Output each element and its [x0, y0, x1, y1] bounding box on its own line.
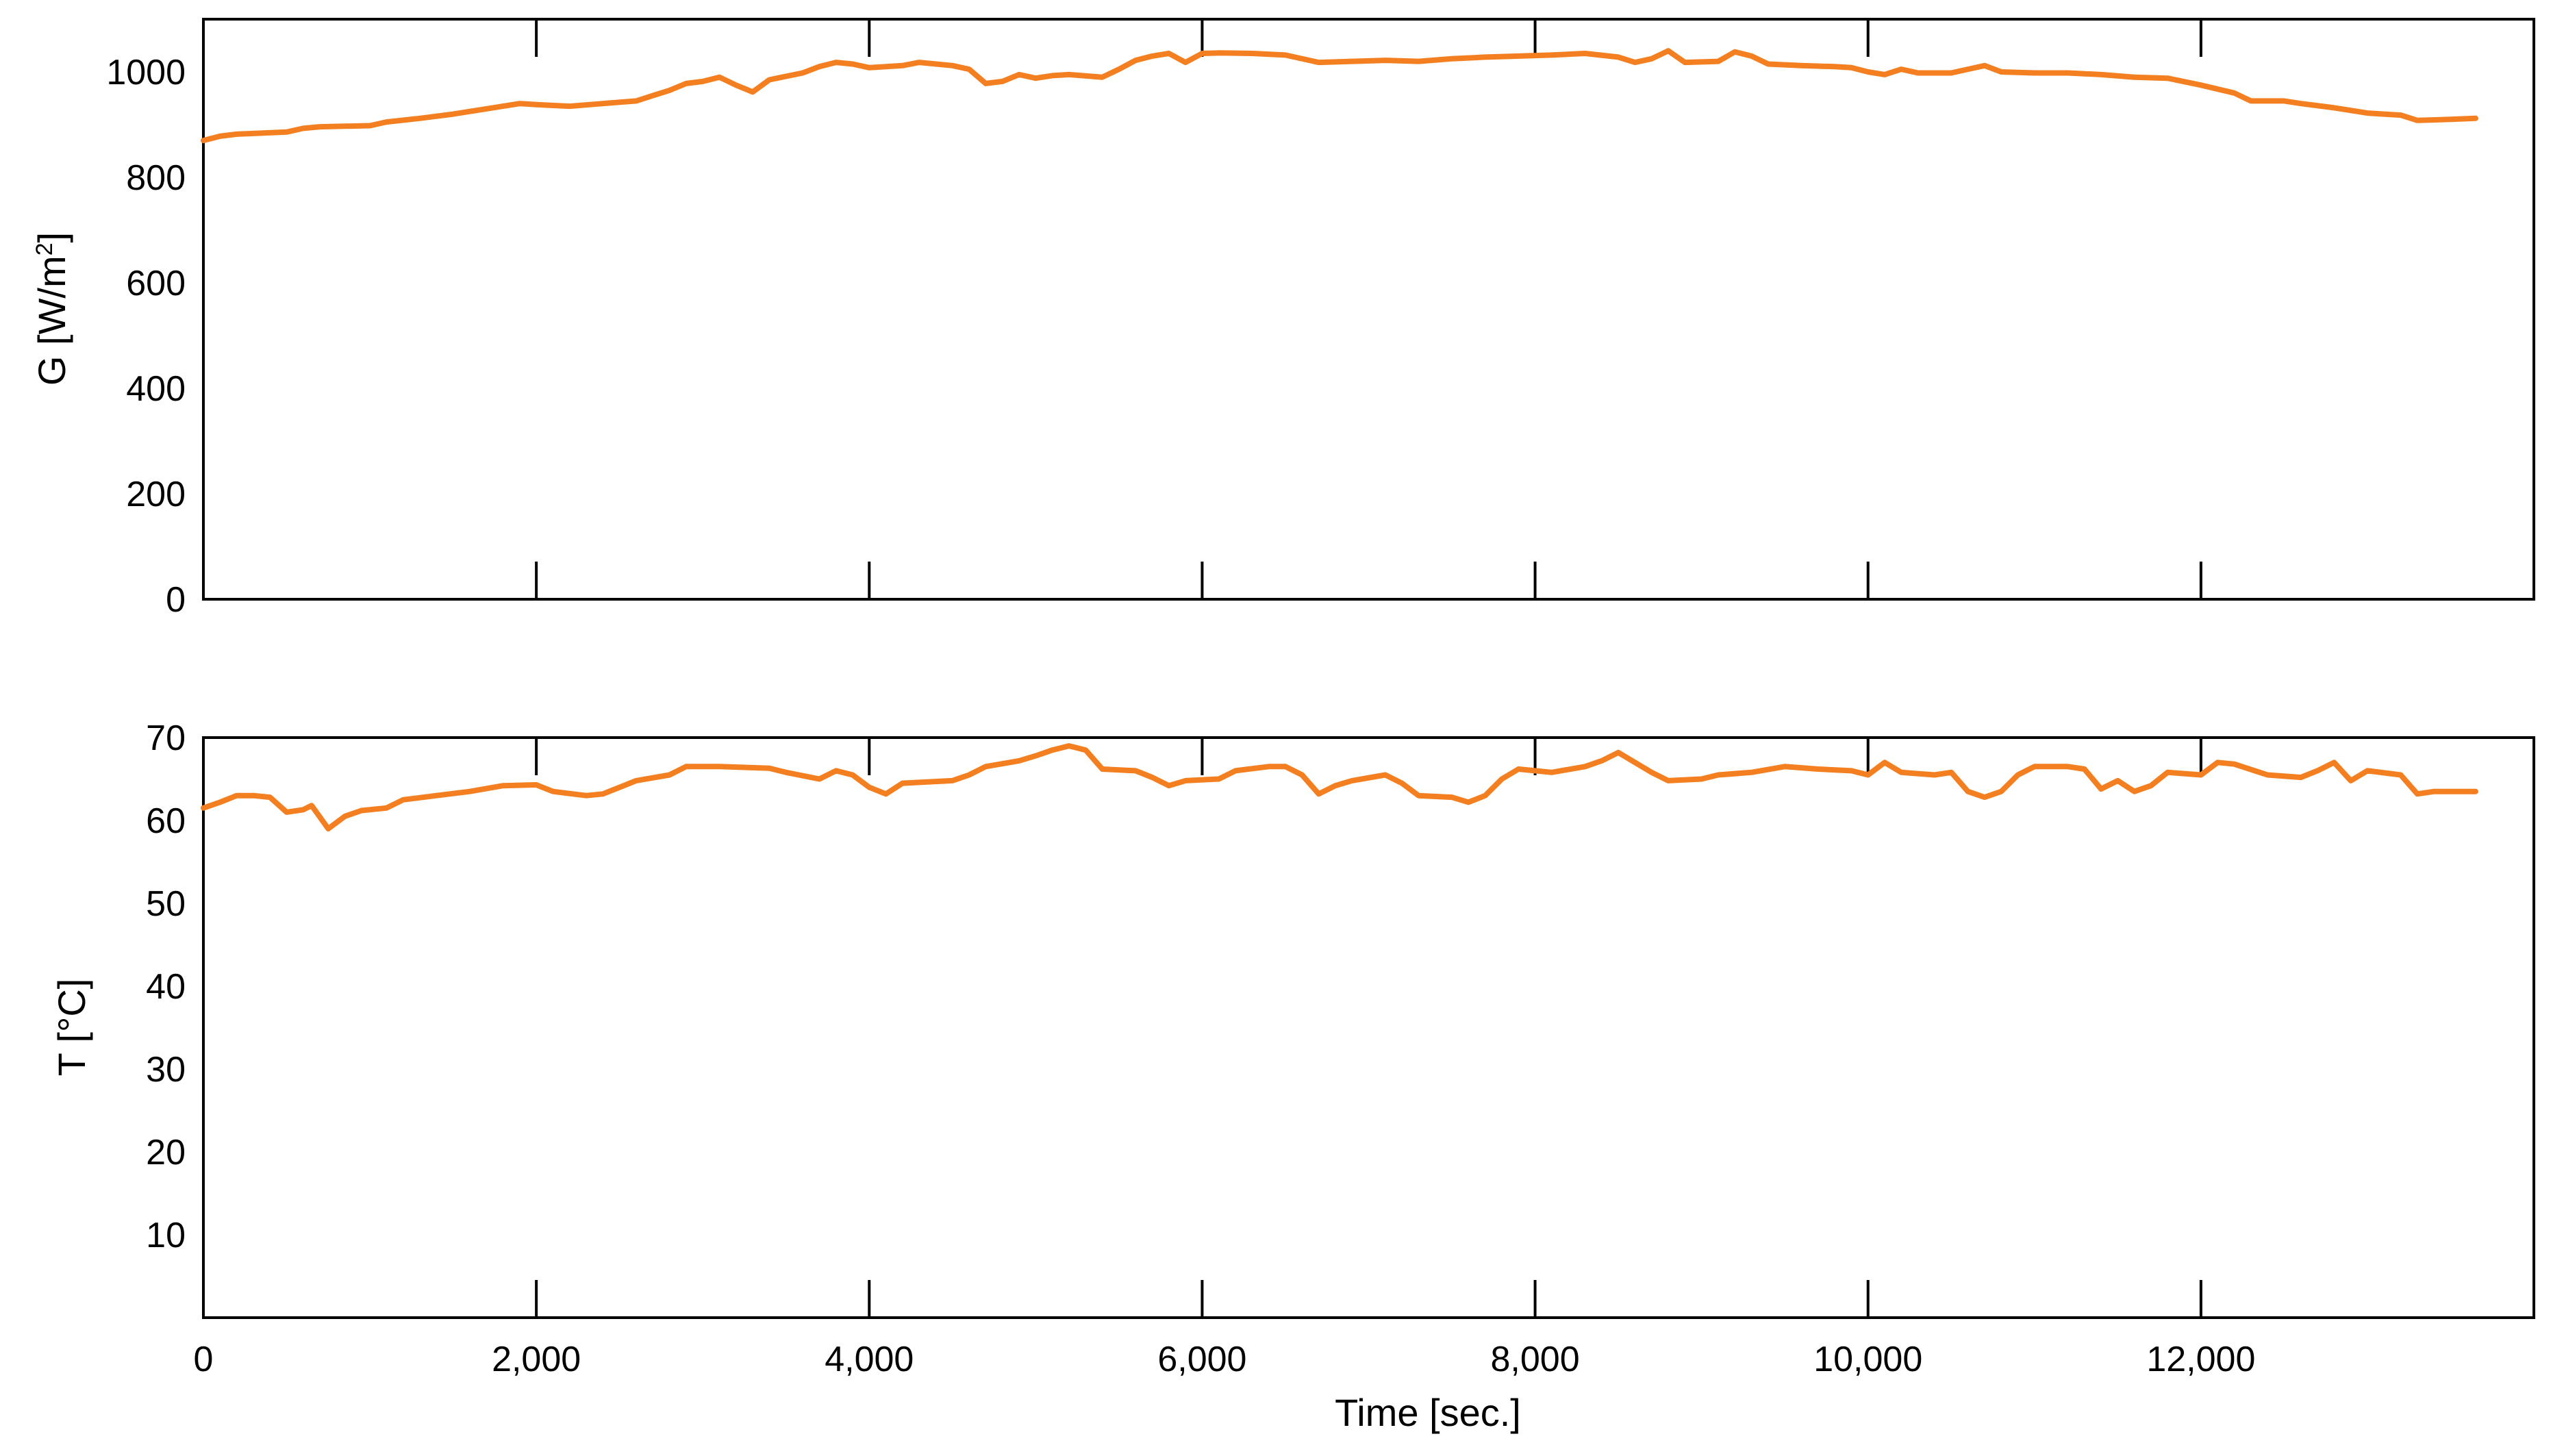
irradiance-panel: 0 200 400 600 800 1000 G [W/m2] — [30, 18, 2535, 620]
top-y-tick-label-200: 200 — [126, 475, 186, 514]
x-axis-title: Time [sec.] — [1335, 1391, 1521, 1434]
x-tick-label-8000: 8,000 — [1491, 1340, 1580, 1379]
top-y-tick-label-0: 0 — [166, 580, 186, 620]
top-ticks — [202, 19, 2202, 599]
bottom-y-tick-label-40: 40 — [146, 967, 186, 1007]
bottom-y-tick-label-20: 20 — [146, 1133, 186, 1172]
bottom-y-tick-label-50: 50 — [146, 884, 186, 924]
top-y-axis-title: G [W/m2] — [30, 232, 73, 386]
temperature-panel: 10 20 30 40 50 60 70 0 2,000 4,000 6,000 8,000 10,0… — [50, 718, 2535, 1434]
top-y-axis-title-sup: 2 — [32, 242, 58, 255]
top-y-tick-label-600: 600 — [126, 264, 186, 303]
top-y-axis-title-main: G [W/m — [30, 255, 73, 386]
x-tick-label-2000: 2,000 — [492, 1340, 581, 1379]
bottom-y-tick-label-30: 30 — [146, 1050, 186, 1090]
x-tick-labels: 0 2,000 4,000 6,000 8,000 10,000 12,000 — [194, 1340, 2256, 1379]
top-series-group — [201, 48, 2478, 144]
bottom-series-line-0 — [201, 743, 2478, 832]
bottom-y-tick-label-70: 70 — [146, 718, 186, 758]
bottom-plot-frame — [202, 736, 2535, 1319]
top-y-axis-title-close: ] — [30, 232, 73, 243]
bottom-y-axis-title: T [°C] — [50, 979, 93, 1077]
x-tick-label-12000: 12,000 — [2146, 1340, 2255, 1379]
top-y-tick-label-400: 400 — [126, 369, 186, 409]
top-series-line-0 — [201, 48, 2478, 144]
bottom-ticks — [202, 738, 2202, 1318]
bottom-y-tick-labels: 10 20 30 40 50 60 70 — [146, 718, 186, 1255]
x-tick-label-10000: 10,000 — [1813, 1340, 1922, 1379]
x-tick-label-4000: 4,000 — [825, 1340, 914, 1379]
top-y-tick-label-1000: 1000 — [106, 53, 186, 92]
top-plot-frame — [202, 18, 2535, 601]
bottom-y-tick-label-60: 60 — [146, 801, 186, 841]
top-y-tick-labels: 0 200 400 600 800 1000 — [106, 53, 186, 620]
bottom-series-group — [201, 743, 2478, 832]
x-tick-label-0: 0 — [194, 1340, 214, 1379]
top-y-tick-label-800: 800 — [126, 158, 186, 198]
x-tick-label-6000: 6,000 — [1157, 1340, 1246, 1379]
bottom-y-tick-label-10: 10 — [146, 1216, 186, 1255]
